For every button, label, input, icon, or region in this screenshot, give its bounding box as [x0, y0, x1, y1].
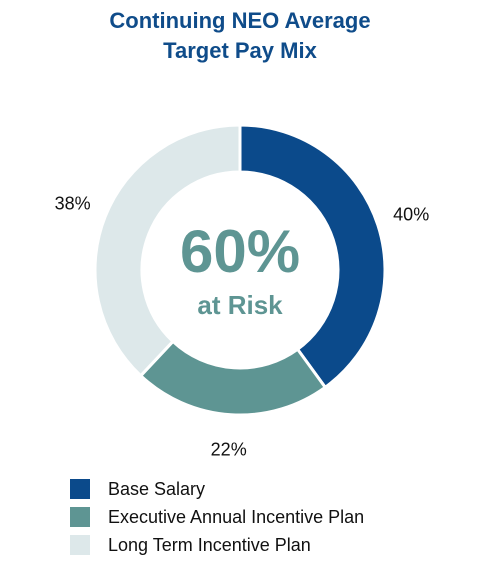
- legend-item-base-salary: Base Salary: [70, 475, 364, 503]
- center-value: 60%: [180, 218, 300, 285]
- legend-swatch: [70, 535, 90, 555]
- donut-slices: [93, 123, 387, 417]
- center-label: at Risk: [197, 290, 283, 320]
- legend-item-executive-annual-incentive-plan: Executive Annual Incentive Plan: [70, 503, 364, 531]
- legend-label: Long Term Incentive Plan: [108, 534, 311, 555]
- data-label-long-term-incentive-plan: 38%: [55, 194, 91, 214]
- donut-slice-executive-annual-incentive-plan: [138, 339, 328, 417]
- chart-title-line-2: Target Pay Mix: [163, 38, 317, 63]
- chart-legend: Base Salary Executive Annual Incentive P…: [70, 475, 364, 559]
- chart-title-line-1: Continuing NEO Average: [109, 8, 371, 33]
- donut-data-labels: 40% 22% 38%: [55, 194, 430, 460]
- legend-item-long-term-incentive-plan: Long Term Incentive Plan: [70, 531, 364, 559]
- data-label-base-salary: 40%: [393, 204, 429, 224]
- legend-swatch: [70, 507, 90, 527]
- legend-label: Executive Annual Incentive Plan: [108, 506, 365, 527]
- legend-label: Base Salary: [108, 478, 206, 499]
- data-label-executive-annual-incentive-plan: 22%: [211, 440, 247, 460]
- legend-swatch: [70, 479, 90, 499]
- donut-slice-long-term-incentive-plan: [93, 123, 242, 378]
- chart-title: Continuing NEO Average Target Pay Mix: [0, 6, 480, 66]
- donut-slice-base-salary: [238, 123, 387, 390]
